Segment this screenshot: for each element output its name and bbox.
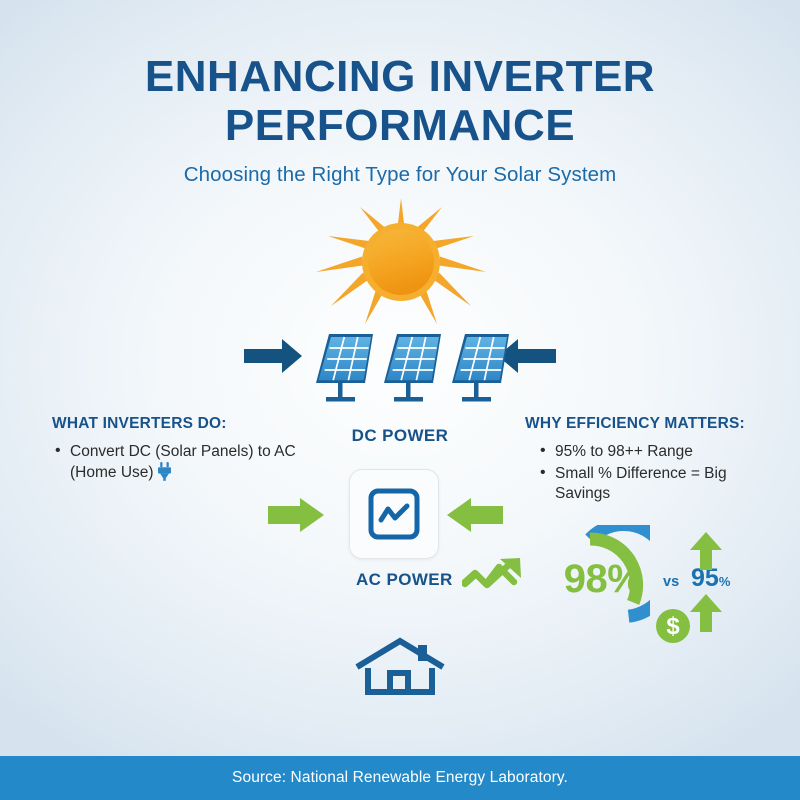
title-line-1: ENHANCING INVERTER xyxy=(144,52,656,101)
arrow-up-icon xyxy=(689,532,723,575)
title-line-2: PERFORMANCE xyxy=(224,101,576,151)
sun-icon xyxy=(308,196,494,328)
source-text: Source: National Renewable Energy Labora… xyxy=(232,769,568,786)
list-item: 95% to 98++ Range xyxy=(537,441,785,462)
ac-power-label: AC POWER xyxy=(356,570,453,589)
footer-bar: Source: National Renewable Energy Labora… xyxy=(0,756,800,800)
arrow-right-icon xyxy=(268,498,324,537)
header: ENHANCING INVERTER PERFORMANCE Choosing … xyxy=(0,52,800,187)
arrow-right-icon xyxy=(244,339,302,373)
arrow-up-icon xyxy=(689,594,723,637)
arrow-left-icon xyxy=(447,498,503,537)
left-bullet-text: Convert DC (Solar Panels) to AC (Home Us… xyxy=(70,443,296,481)
dc-power-label: DC POWER xyxy=(351,426,449,445)
arrow-left-icon xyxy=(498,339,556,373)
primary-efficiency-value: 98% xyxy=(563,557,643,601)
solar-panel-icon xyxy=(244,330,556,408)
what-inverters-do-block: WHAT INVERTERS DO: Convert DC (Solar Pan… xyxy=(52,415,302,489)
why-efficiency-matters-block: WHY EFFICIENCY MATTERS: 95% to 98++ Rang… xyxy=(525,415,785,505)
power-plug-icon xyxy=(157,461,172,487)
right-block-heading: WHY EFFICIENCY MATTERS: xyxy=(525,415,745,432)
list-item: Small % Difference = Big Savings xyxy=(537,463,785,504)
compare-unit: % xyxy=(718,574,731,589)
house-icon xyxy=(352,637,448,702)
inverter-icon xyxy=(349,469,439,559)
page-title: ENHANCING INVERTER PERFORMANCE xyxy=(0,52,800,151)
list-item: Convert DC (Solar Panels) to AC (Home Us… xyxy=(52,441,302,487)
left-block-heading: WHAT INVERTERS DO: xyxy=(52,415,227,432)
trend-up-arrow-icon xyxy=(460,556,524,601)
svg-text:$: $ xyxy=(666,613,680,640)
page-subtitle: Choosing the Right Type for Your Solar S… xyxy=(183,162,617,186)
vs-label: vs xyxy=(663,574,680,590)
dollar-coin-icon: $ xyxy=(655,608,691,649)
left-bullet-list: Convert DC (Solar Panels) to AC (Home Us… xyxy=(52,441,302,487)
right-bullet-list: 95% to 98++ Range Small % Difference = B… xyxy=(537,441,785,504)
